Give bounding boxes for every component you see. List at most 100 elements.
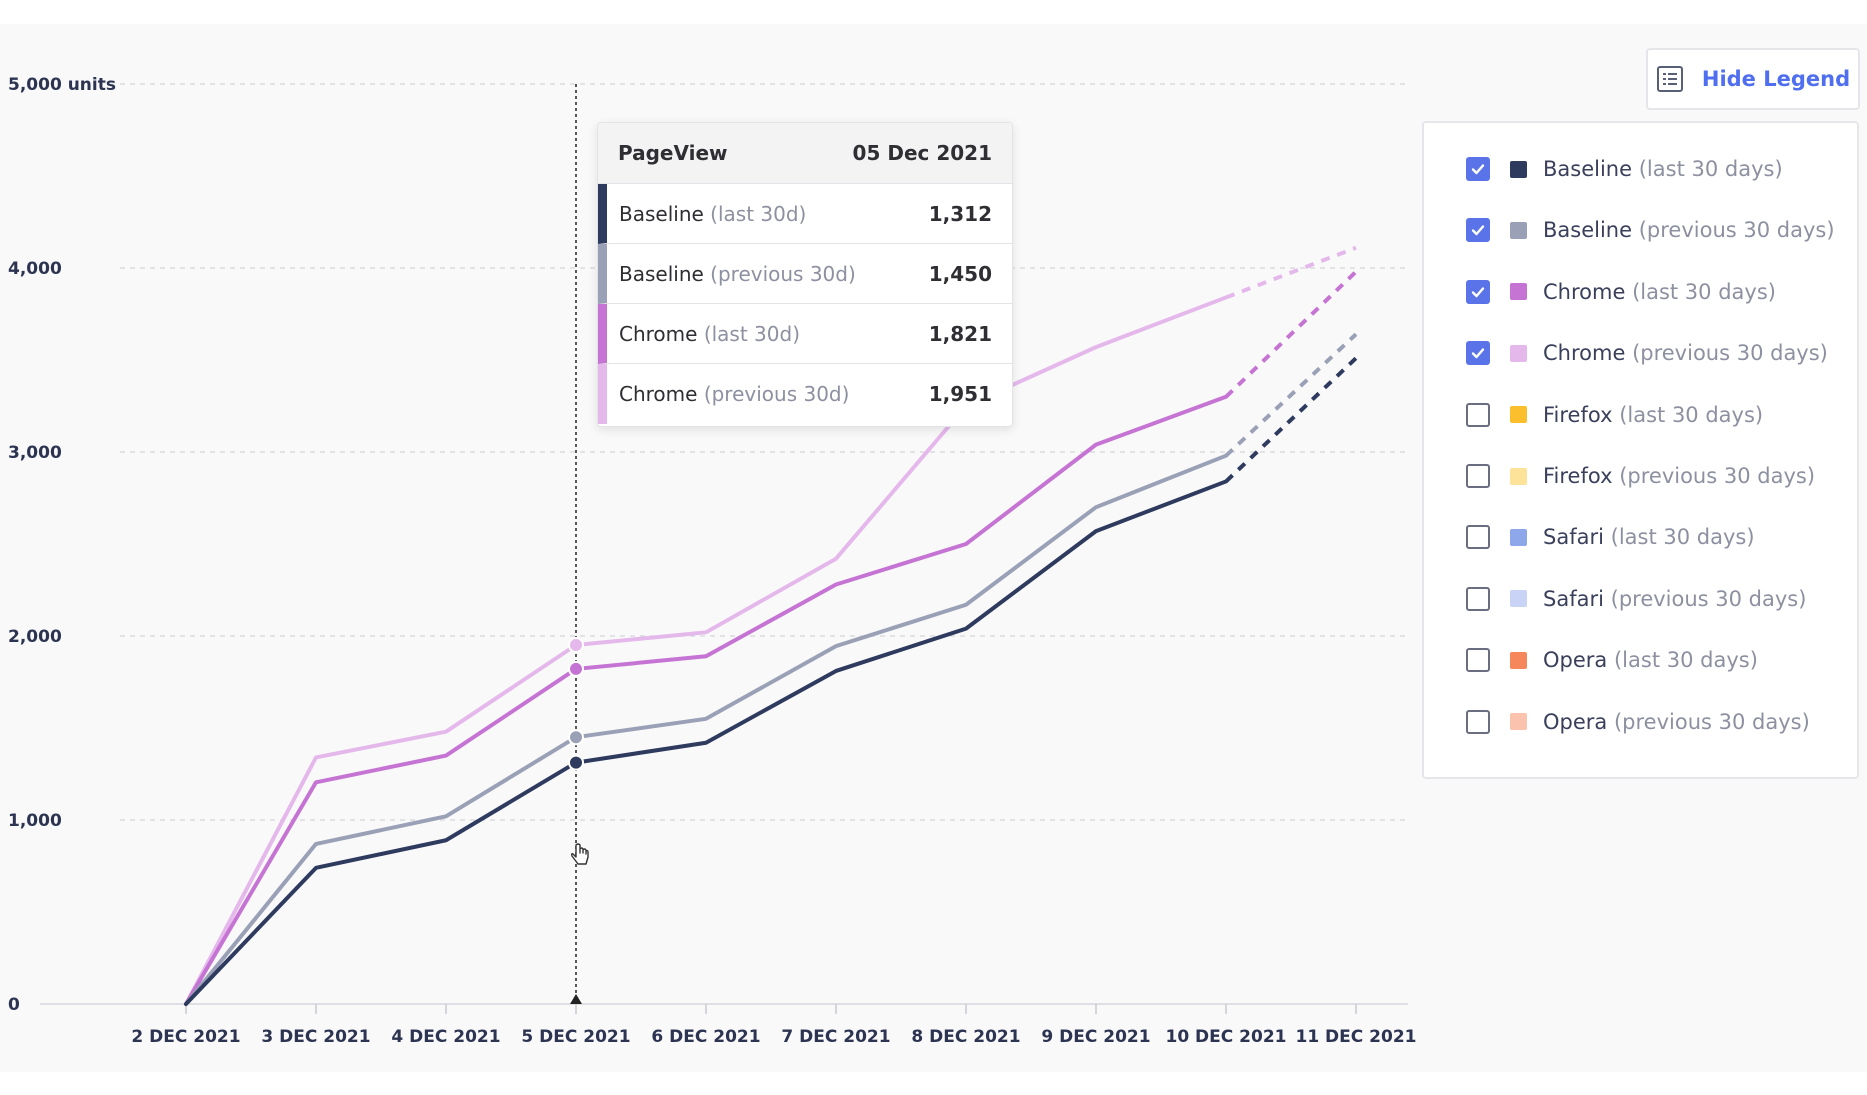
tooltip-rows: Baseline (last 30d) 1,312 Baseline (previo… <box>598 184 1012 424</box>
crosshair-triangle-icon <box>570 994 582 1004</box>
legend-item[interactable]: Baseline (previous 30 days) <box>1466 210 1835 250</box>
x-tick-label: 2 DEC 2021 <box>131 1027 240 1047</box>
x-tick-label: 11 DEC 2021 <box>1295 1027 1416 1047</box>
legend-series-name: Opera <box>1543 709 1608 734</box>
series-line-projected <box>1224 332 1358 458</box>
tooltip-series-name: Chrome <box>619 382 698 406</box>
legend-series-period: (last 30 days) <box>1610 525 1755 550</box>
series-line-projected <box>1225 245 1357 300</box>
x-axis: 2 DEC 2021 3 DEC 2021 4 DEC 2021 5 DEC 2021… <box>40 1003 1417 1047</box>
tooltip-series-name: Chrome <box>619 321 698 346</box>
legend-color-swatch <box>1510 651 1527 669</box>
legend-item[interactable]: Safari (last 30 days) <box>1466 517 1755 557</box>
checkmark-icon <box>1471 287 1485 297</box>
x-tick-label: 5 DEC 2021 <box>521 1027 630 1047</box>
tooltip-series-period: (previous 30d) <box>703 382 850 406</box>
legend-series-name: Safari <box>1543 525 1604 550</box>
x-tick-label: 4 DEC 2021 <box>391 1027 500 1047</box>
legend-color-swatch <box>1510 160 1527 178</box>
tooltip-series-value: 1,951 <box>928 382 992 406</box>
legend-checkbox[interactable] <box>1466 279 1490 304</box>
legend-series-period: (previous 30 days) <box>1613 709 1810 734</box>
tooltip-series-name: Baseline <box>619 261 704 286</box>
legend-color-swatch <box>1510 344 1527 362</box>
series-line-projected <box>1224 270 1358 399</box>
data-point-marker <box>568 637 584 654</box>
y-tick-label: 5,000 units <box>8 75 116 95</box>
legend-checkbox[interactable] <box>1466 341 1490 366</box>
legend-checkbox[interactable] <box>1466 525 1490 550</box>
legend-series-period: (previous 30 days) <box>1610 586 1807 611</box>
legend-item[interactable]: Firefox (previous 30 days) <box>1466 456 1815 496</box>
series-line <box>184 479 1228 1006</box>
legend-color-swatch <box>1510 406 1527 424</box>
tooltip-title: PageView <box>618 141 728 165</box>
legend-checkbox[interactable] <box>1466 709 1490 734</box>
series-line <box>184 295 1228 1006</box>
y-tick-label: 0 <box>8 995 20 1015</box>
legend-checkbox[interactable] <box>1466 464 1490 488</box>
hand-cursor-icon <box>570 843 589 865</box>
legend-series-period: (last 30 days) <box>1638 157 1783 181</box>
legend-item[interactable]: Chrome (previous 30 days) <box>1466 333 1828 373</box>
tooltip-row: Chrome (last 30d) 1,821 <box>598 304 1012 364</box>
list-icon <box>1656 66 1683 92</box>
legend-series-name: Safari <box>1543 586 1604 611</box>
y-tick-label: 3,000 <box>8 443 62 463</box>
tooltip-date: 05 Dec 2021 <box>852 141 992 165</box>
hide-legend-label: Hide Legend <box>1701 67 1851 91</box>
legend-item[interactable]: Opera (previous 30 days) <box>1466 702 1810 742</box>
tooltip-row: Chrome (previous 30d) 1,951 <box>598 364 1012 424</box>
legend-color-swatch <box>1510 283 1527 301</box>
x-tick-label: 7 DEC 2021 <box>781 1027 890 1047</box>
legend-panel: Baseline (last 30 days) Baseline (previou… <box>1422 121 1859 779</box>
series-line <box>184 453 1228 1006</box>
legend-series-period: (previous 30 days) <box>1632 341 1828 366</box>
y-tick-label: 1,000 <box>8 811 62 831</box>
y-axis-labels: 0 1,000 2,000 3,000 4,000 5,000 units <box>8 75 116 1015</box>
legend-series-name: Chrome <box>1543 341 1626 366</box>
data-point-marker <box>568 660 584 677</box>
hide-legend-button[interactable]: Hide Legend <box>1646 48 1860 110</box>
tooltip-series-name: Baseline <box>619 201 704 226</box>
y-tick-label: 4,000 <box>8 259 62 279</box>
legend-item[interactable]: Baseline (last 30 days) <box>1466 149 1783 189</box>
checkmark-icon <box>1471 164 1485 175</box>
legend-item[interactable]: Firefox (last 30 days) <box>1466 395 1763 435</box>
legend-series-name: Chrome <box>1543 279 1626 304</box>
checkmark-icon <box>1471 225 1485 236</box>
checkmark-icon <box>1471 348 1485 359</box>
legend-color-swatch <box>1510 590 1527 608</box>
legend-series-name: Firefox <box>1543 402 1613 427</box>
series-lines <box>184 245 1358 1006</box>
legend-item[interactable]: Opera (last 30 days) <box>1466 640 1758 680</box>
legend-color-swatch <box>1510 221 1527 239</box>
series-line-projected <box>1224 356 1358 483</box>
legend-checkbox[interactable] <box>1466 648 1490 673</box>
legend-color-swatch <box>1510 713 1527 731</box>
legend-series-period: (previous 30 days) <box>1619 464 1816 488</box>
tooltip-series-period: (previous 30d) <box>710 261 856 286</box>
x-tick-label: 8 DEC 2021 <box>911 1027 1020 1047</box>
legend-series-period: (last 30 days) <box>1613 648 1758 673</box>
tooltip-series-period: (last 30d) <box>710 201 807 226</box>
legend-series-name: Baseline <box>1543 157 1633 181</box>
x-tick-label: 3 DEC 2021 <box>261 1027 370 1047</box>
legend-checkbox[interactable] <box>1466 586 1490 611</box>
legend-checkbox[interactable] <box>1466 402 1490 427</box>
legend-item[interactable]: Chrome (last 30 days) <box>1466 272 1776 312</box>
legend-series-name: Firefox <box>1543 464 1613 488</box>
tooltip-series-value: 1,821 <box>928 321 992 346</box>
hover-tooltip: PageView 05 Dec 2021 Baseline (last 30d)… <box>597 122 1013 427</box>
legend-series-period: (last 30 days) <box>1619 402 1764 427</box>
legend-item[interactable]: Safari (previous 30 days) <box>1466 579 1806 619</box>
legend-series-name: Baseline <box>1543 218 1633 243</box>
legend-color-swatch <box>1510 528 1527 546</box>
legend-checkbox[interactable] <box>1466 157 1490 181</box>
tooltip-header: PageView 05 Dec 2021 <box>598 123 1012 184</box>
legend-checkbox[interactable] <box>1466 218 1490 243</box>
x-tick-label: 6 DEC 2021 <box>651 1027 760 1047</box>
legend-series-period: (previous 30 days) <box>1638 218 1835 243</box>
legend-color-swatch <box>1510 467 1527 485</box>
